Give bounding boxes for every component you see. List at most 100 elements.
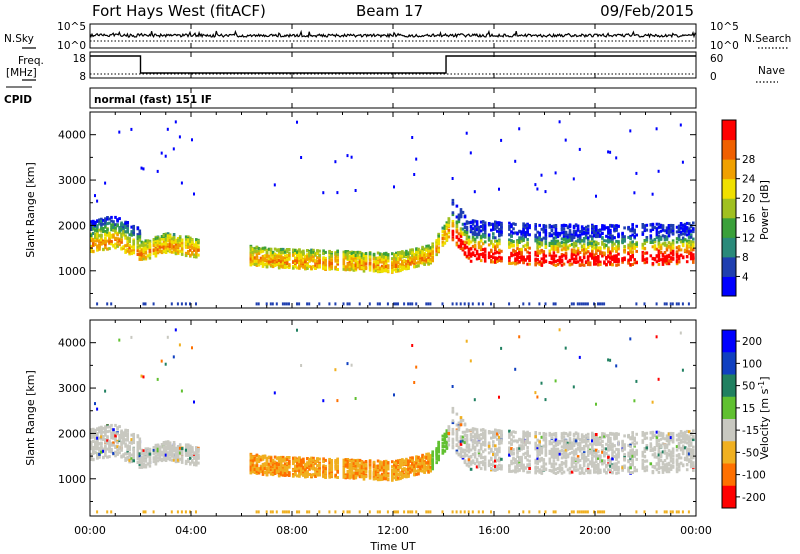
power-pixel	[613, 229, 616, 233]
power-pixel	[415, 248, 418, 251]
velocity-pixel	[108, 439, 111, 443]
velocity-pixel	[288, 461, 291, 465]
power-pixel	[641, 223, 645, 226]
velocity-pixel	[94, 402, 96, 406]
power-pixel	[661, 262, 665, 266]
velocity-pixel	[195, 450, 198, 454]
power-pixel	[633, 246, 636, 250]
power-pixel	[118, 237, 121, 241]
power-pixel	[174, 248, 178, 252]
power-pixel	[429, 257, 432, 261]
power-pixel	[483, 227, 487, 231]
power-pixel	[401, 250, 404, 254]
power-pixel	[615, 250, 618, 254]
power-pixel	[191, 138, 193, 142]
power-pixel	[407, 266, 410, 270]
power-pixel	[572, 177, 575, 181]
power-pixel	[459, 210, 463, 214]
power-pixel	[144, 241, 148, 245]
power-pixel	[681, 244, 685, 248]
velocity-pixel	[112, 451, 115, 455]
power-pixel	[90, 220, 93, 224]
power-pixel	[292, 253, 295, 257]
power-pixel	[687, 252, 691, 255]
power-pixel	[492, 256, 495, 260]
power-pixel	[342, 258, 346, 262]
velocity-pixel	[271, 510, 274, 514]
power-pixel	[455, 215, 459, 219]
power-pixel	[471, 227, 475, 231]
velocity-pixel	[110, 510, 113, 514]
power-pixel	[552, 237, 556, 240]
power-pixel	[500, 222, 503, 226]
power-pixel	[160, 235, 164, 238]
velocity-pixel	[136, 449, 140, 453]
power-pixel	[568, 223, 572, 227]
power-pixel	[687, 227, 691, 231]
power-pixel	[591, 250, 594, 254]
power-pixel	[633, 258, 636, 262]
power-pixel	[621, 231, 624, 235]
velocity-pixel	[180, 452, 184, 456]
velocity-pixel	[275, 471, 279, 475]
power-pixel	[399, 251, 402, 255]
power-pixel	[522, 244, 525, 248]
power-pixel	[576, 260, 580, 264]
power-pixel	[574, 233, 578, 237]
velocity-pixel	[96, 438, 99, 442]
power-pixel	[593, 243, 596, 247]
power-pixel	[176, 242, 180, 246]
power-pixel	[253, 248, 257, 252]
velocity-pixel	[152, 510, 155, 514]
velocity-pixel	[294, 457, 297, 460]
power-pixel	[445, 223, 449, 227]
power-pixel	[344, 266, 348, 270]
power-pixel	[96, 232, 99, 236]
power-pixel	[421, 256, 424, 260]
power-pixel	[475, 228, 479, 232]
power-pixel	[475, 232, 479, 236]
velocity-pixel	[120, 433, 123, 437]
power-pixel	[663, 238, 667, 242]
power-pixel	[550, 254, 554, 258]
power-pixel	[653, 244, 657, 248]
power-pixel	[490, 228, 493, 232]
power-pixel	[601, 240, 604, 244]
power-pixel	[611, 249, 614, 253]
velocity-pixel	[294, 459, 297, 463]
noise-tick-bottom-left: 10^0	[57, 40, 86, 52]
power-pixel	[679, 123, 682, 127]
power-pixel	[595, 262, 598, 266]
power-pixel	[253, 256, 257, 260]
power-pixel	[554, 247, 558, 251]
velocity-pixel	[104, 454, 107, 458]
power-pixel	[130, 127, 133, 131]
power-pixel	[494, 260, 497, 264]
power-pixel	[631, 223, 634, 227]
power-pixel	[649, 229, 653, 233]
power-pixel	[376, 256, 380, 260]
velocity-pixel	[259, 470, 263, 473]
power-pixel	[322, 257, 325, 261]
power-pixel	[588, 254, 592, 258]
velocity-pixel	[251, 463, 255, 467]
power-pixel	[522, 230, 525, 234]
power-pixel	[566, 225, 570, 229]
power-pixel	[382, 255, 386, 259]
power-pixel	[542, 225, 546, 229]
velocity-pixel	[104, 444, 107, 448]
velocity-pixel	[189, 445, 192, 449]
power-pixel	[146, 241, 150, 245]
power-pixel	[574, 224, 578, 228]
power-pixel	[328, 249, 331, 253]
freq-tick-bottom: 8	[79, 71, 86, 83]
power-pixel	[564, 233, 568, 237]
power-pixel	[279, 264, 283, 268]
power-pixel	[512, 231, 515, 235]
power-pixel	[249, 253, 253, 257]
power-pixel	[94, 194, 96, 198]
power-pixel	[562, 235, 566, 239]
power-pixel	[471, 232, 475, 236]
velocity-pixel	[118, 451, 121, 455]
velocity-pixel	[112, 434, 115, 437]
